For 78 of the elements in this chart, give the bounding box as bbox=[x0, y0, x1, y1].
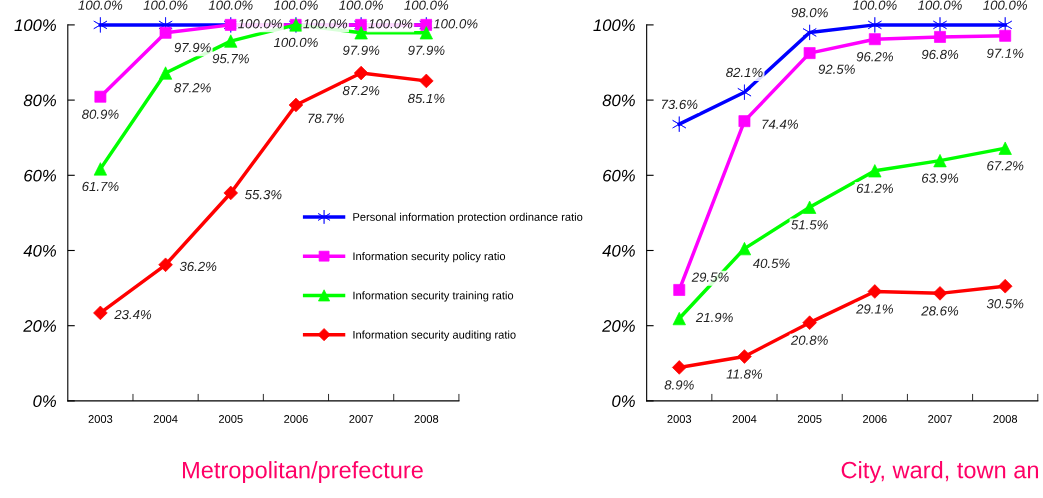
legend-label: Information security policy ratio bbox=[353, 252, 506, 263]
y-tick-label: 60% bbox=[603, 169, 635, 182]
data-label: 100.0% bbox=[917, 0, 962, 10]
data-label: 87.2% bbox=[174, 83, 211, 93]
x-tick-label: 2005 bbox=[218, 415, 243, 423]
x-tick-label: 2007 bbox=[928, 415, 952, 423]
data-label: 20.8% bbox=[790, 335, 828, 345]
x-tick-label: 2008 bbox=[993, 415, 1018, 423]
data-label: 73.6% bbox=[661, 99, 698, 110]
y-tick-label: 80% bbox=[602, 94, 635, 107]
data-label: 11.8% bbox=[726, 369, 763, 379]
y-tick-label: 0% bbox=[612, 395, 635, 408]
data-label: 97.9% bbox=[408, 45, 445, 55]
data-label: 29.5% bbox=[691, 272, 729, 282]
data-label: 100.0% bbox=[404, 0, 449, 10]
data-label: 97.9% bbox=[174, 42, 211, 53]
data-label: 63.9% bbox=[922, 173, 959, 183]
data-label: 8.9% bbox=[664, 380, 694, 390]
y-tick-label: 80% bbox=[23, 94, 56, 107]
data-label: 100.0% bbox=[273, 0, 318, 10]
data-label: 100.0% bbox=[339, 0, 383, 10]
x-tick-label: 2007 bbox=[349, 415, 373, 423]
y-tick-label: 20% bbox=[23, 320, 56, 332]
data-label: 55.3% bbox=[244, 189, 282, 200]
data-label: 74.4% bbox=[762, 119, 798, 129]
data-label: 100.0% bbox=[273, 37, 318, 48]
data-label: 82.1% bbox=[726, 67, 763, 78]
x-tick-label: 2003 bbox=[667, 415, 692, 423]
data-label: 21.9% bbox=[695, 312, 733, 323]
data-label: 87.2% bbox=[342, 85, 380, 96]
data-label: 100.0% bbox=[303, 19, 348, 29]
data-label: 30.5% bbox=[986, 299, 1024, 309]
y-tick-label: 40% bbox=[23, 244, 56, 257]
x-tick-label: 2006 bbox=[284, 415, 308, 423]
data-label: 67.2% bbox=[987, 161, 1024, 171]
y-tick-label: 20% bbox=[602, 320, 635, 332]
data-label: 97.9% bbox=[342, 45, 380, 55]
y-tick-label: 100% bbox=[14, 19, 56, 32]
y-tick-label: 100% bbox=[593, 19, 635, 32]
data-label: 100.0% bbox=[238, 19, 282, 29]
data-label: 92.5% bbox=[818, 64, 855, 74]
x-tick-label: 2004 bbox=[153, 415, 178, 423]
text: Metropolitan/prefecture bbox=[183, 461, 423, 484]
data-label: 29.1% bbox=[856, 304, 893, 314]
data-label: 36.2% bbox=[179, 261, 217, 272]
legend-label: Information security auditing ratio bbox=[353, 330, 516, 341]
legend-label: Information security training ratio bbox=[353, 291, 514, 302]
x-tick-label: 2005 bbox=[797, 415, 822, 423]
data-label: 61.7% bbox=[82, 181, 119, 192]
data-label: 100.0% bbox=[78, 0, 123, 10]
legend-label: Personal information protection ordinance ratio bbox=[353, 212, 583, 224]
data-label: 85.1% bbox=[407, 93, 445, 104]
data-label: 28.6% bbox=[921, 306, 959, 316]
x-tick-label: 2004 bbox=[732, 415, 757, 423]
data-label: 96.2% bbox=[856, 52, 893, 62]
data-label: 100.0% bbox=[983, 0, 1027, 10]
data-label: 80.9% bbox=[82, 109, 119, 119]
data-label: 98.0% bbox=[791, 7, 828, 18]
data-label: 97.1% bbox=[986, 48, 1024, 58]
x-tick-label: 2006 bbox=[863, 415, 887, 423]
x-tick-label: 2003 bbox=[88, 415, 113, 423]
data-label: 100.0% bbox=[208, 0, 253, 10]
y-tick-label: 40% bbox=[602, 244, 635, 257]
data-label: 100.0% bbox=[852, 0, 897, 10]
x-tick-label: 2008 bbox=[414, 415, 439, 423]
y-tick-label: 0% bbox=[33, 395, 56, 408]
data-label: 100.0% bbox=[433, 19, 478, 29]
data-label: 61.2% bbox=[856, 183, 893, 193]
data-label: 78.7% bbox=[308, 113, 344, 124]
data-label: 23.4% bbox=[114, 309, 152, 320]
data-label: 100.0% bbox=[368, 19, 413, 29]
data-label: 51.5% bbox=[791, 220, 828, 230]
text: City, ward, town an bbox=[841, 461, 1038, 484]
data-label: 100.0% bbox=[143, 0, 188, 10]
data-label: 95.7% bbox=[212, 53, 249, 64]
data-label: 40.5% bbox=[752, 258, 790, 269]
y-tick-label: 60% bbox=[24, 169, 56, 182]
data-label: 96.8% bbox=[921, 49, 959, 60]
